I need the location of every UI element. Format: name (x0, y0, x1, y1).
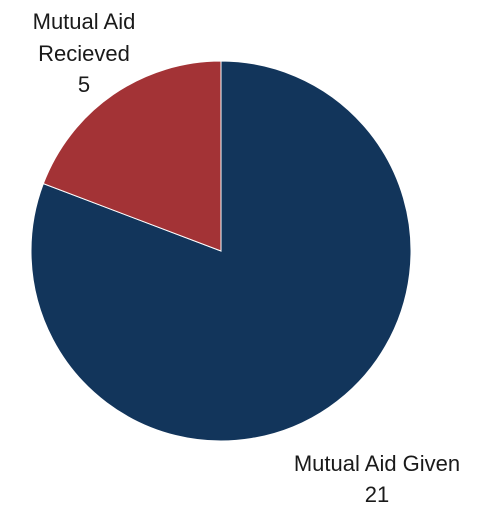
slice-label-mutual-aid-given: Mutual Aid Given 21 (294, 451, 460, 507)
pie-slice-mutual-aid-recieved (42, 60, 222, 252)
label-recieved-line2: Recieved (38, 41, 130, 66)
label-recieved-line1: Mutual Aid (33, 9, 136, 34)
label-recieved-value: 5 (78, 72, 90, 97)
label-given-line1: Mutual Aid Given (294, 451, 460, 476)
pie-slices (30, 60, 412, 442)
slice-label-mutual-aid-recieved: Mutual Aid Recieved 5 (33, 9, 136, 97)
label-given-value: 21 (365, 482, 389, 507)
